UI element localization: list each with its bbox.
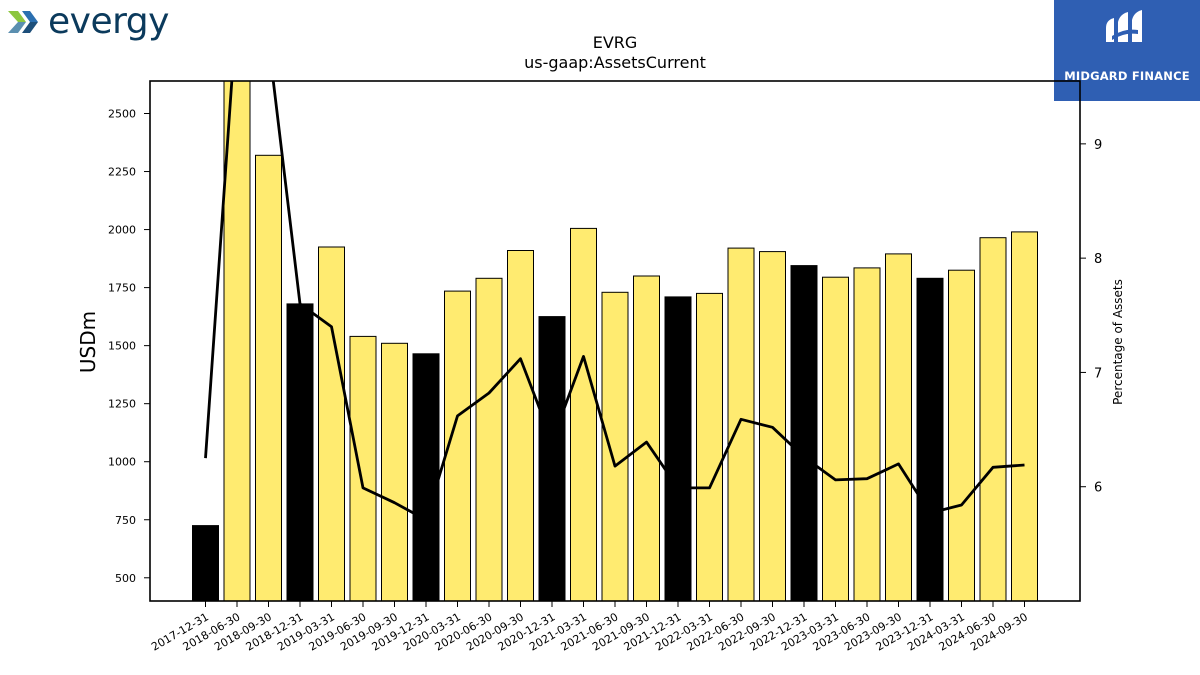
evergy-logo-text: evergy	[48, 1, 169, 42]
bar-2019-06-30	[349, 335, 377, 601]
y2-tick-label-9: 9	[1094, 138, 1102, 153]
bar-2017-12-31	[192, 525, 219, 601]
bar-2024-03-31	[948, 269, 975, 601]
bar-2022-12-31	[790, 265, 818, 601]
bar-2019-12-31	[412, 353, 440, 601]
y-tick-label-1500: 1500	[108, 340, 136, 353]
midgard-finance-logo: MIDGARD FINANCE	[1054, 0, 1200, 101]
bar-2020-06-30	[475, 277, 503, 601]
midgard-logo-text: MIDGARD FINANCE	[1064, 69, 1190, 83]
bar-series	[192, 81, 1038, 601]
y2-axis-label: Percentage of Assets	[1111, 279, 1125, 405]
bar-2022-06-30	[727, 247, 755, 601]
y2-tick-label-6: 6	[1094, 481, 1102, 496]
y-tick-label-2500: 2500	[108, 108, 136, 121]
bar-2018-12-31	[286, 303, 314, 601]
bar-2018-06-30	[223, 81, 251, 601]
bar-2019-09-30	[381, 342, 408, 601]
bar-2019-03-31	[318, 246, 345, 601]
y2-tick-label-7: 7	[1094, 366, 1102, 381]
bar-2022-03-31	[696, 292, 723, 601]
percentage-line	[204, 81, 1025, 522]
chart-subtitle: us-gaap:AssetsCurrent	[524, 53, 706, 72]
bar-2021-03-31	[570, 227, 597, 601]
y2-tick-label-8: 8	[1094, 252, 1102, 267]
bar-2023-06-30	[853, 267, 881, 601]
bar-2024-09-30	[1011, 231, 1038, 601]
chart-title: EVRG	[593, 33, 638, 52]
midgard-monogram-icon	[1106, 10, 1142, 42]
y-tick-label-1000: 1000	[108, 456, 136, 469]
bar-2023-03-31	[822, 276, 849, 601]
evergy-logo: evergy	[6, 2, 169, 42]
y-tick-label-2000: 2000	[108, 224, 136, 237]
bar-2023-09-30	[885, 253, 912, 601]
bar-2020-09-30	[507, 250, 534, 601]
bar-2021-06-30	[601, 291, 629, 601]
y-tick-label-1250: 1250	[108, 398, 136, 411]
bar-2024-06-30	[979, 237, 1007, 601]
y-tick-label-1750: 1750	[108, 282, 136, 295]
evergy-chevron-icon	[8, 11, 38, 33]
bar-2023-12-31	[916, 277, 944, 601]
y-tick-label-500: 500	[115, 572, 136, 585]
bar-2020-12-31	[538, 316, 566, 601]
bar-2018-09-30	[255, 154, 282, 601]
y-axis-label: USDm	[76, 311, 100, 373]
y-tick-label-2250: 2250	[108, 166, 136, 179]
bar-2021-12-31	[664, 296, 692, 601]
y-tick-label-750: 750	[115, 514, 136, 527]
bar-2021-09-30	[633, 275, 660, 601]
